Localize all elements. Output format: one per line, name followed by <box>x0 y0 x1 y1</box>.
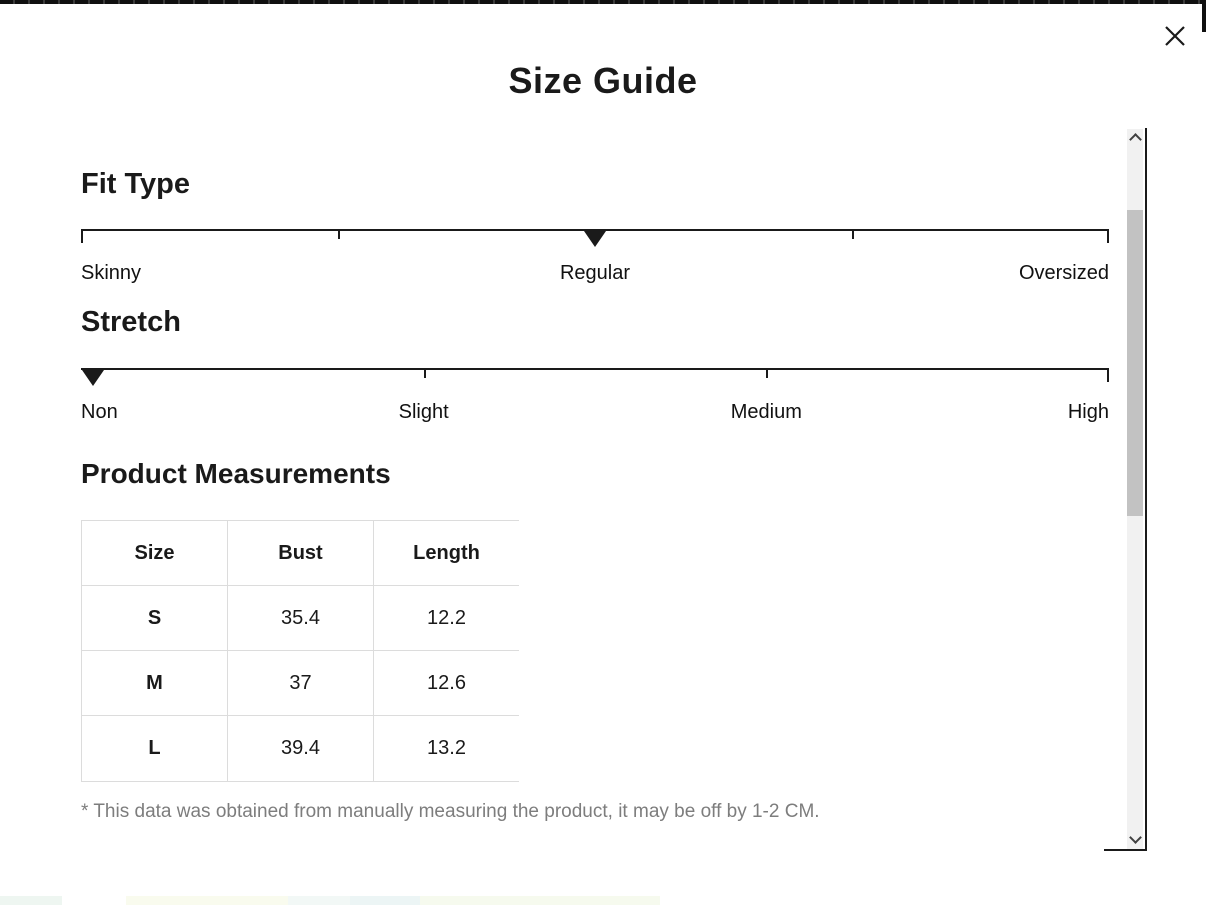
col-header-bust: Bust <box>228 521 374 586</box>
background-thumbnail-fragment <box>420 896 660 905</box>
table-row-l-bust: 39.4 <box>228 716 374 781</box>
product-measurements-heading: Product Measurements <box>81 458 391 489</box>
scrollbar-up-button[interactable] <box>1129 133 1142 146</box>
close-button[interactable] <box>1163 24 1187 48</box>
fit-type-tick-25 <box>338 229 340 239</box>
table-row-l-size: L <box>82 716 228 781</box>
scrollbar-thumb[interactable] <box>1127 210 1143 516</box>
fit-type-tick-75 <box>852 229 854 239</box>
fit-type-scale-line <box>81 229 1109 231</box>
measurement-footnote: * This data was obtained from manually m… <box>81 801 820 822</box>
fit-type-label-skinny: Skinny <box>81 262 142 284</box>
close-icon <box>1163 24 1187 48</box>
scrollbar-down-button[interactable] <box>1129 831 1142 844</box>
col-header-size: Size <box>82 521 228 586</box>
background-thumbnail-fragment <box>126 896 346 905</box>
table-row-s-length: 12.2 <box>374 586 519 651</box>
stretch-scale-line <box>81 368 1109 370</box>
table-row-m-bust: 37 <box>228 651 374 716</box>
modal-title: Size Guide <box>508 60 698 101</box>
stretch-label-medium: Medium <box>730 401 802 423</box>
background-thumbnail-fragment <box>0 896 62 905</box>
background-page-peek <box>0 896 1206 905</box>
stretch-heading: Stretch <box>81 306 181 338</box>
background-thumbnail-fragment <box>288 896 398 905</box>
scroll-area-right-border <box>1145 128 1147 851</box>
table-row-m-length: 12.6 <box>374 651 519 716</box>
stretch-scale: Non Slight Medium High <box>81 368 1109 428</box>
stretch-marker-triangle-icon <box>82 370 104 386</box>
fit-type-scale: Skinny Regular Oversized <box>81 229 1109 289</box>
fit-type-tick-start <box>81 229 83 243</box>
fit-type-label-oversized: Oversized <box>1018 262 1109 284</box>
table-row-s-size: S <box>82 586 228 651</box>
stretch-label-non: Non <box>81 401 118 423</box>
page-top-edge <box>0 0 1206 4</box>
fit-type-heading: Fit Type <box>81 168 191 200</box>
chevron-down-icon <box>1129 831 1142 844</box>
stretch-label-high: High <box>1067 401 1109 423</box>
stretch-tick-66 <box>766 368 769 378</box>
stretch-tick-33 <box>423 368 426 378</box>
stretch-tick-end <box>1107 368 1109 382</box>
fit-type-tick-end <box>1107 229 1109 243</box>
fit-type-label-regular: Regular <box>559 262 631 284</box>
col-header-length: Length <box>374 521 519 586</box>
measurements-table: Size Bust Length S 35.4 12.2 M 37 12.6 L… <box>81 520 519 782</box>
scroll-area-bottom-border <box>1104 849 1147 851</box>
table-row-s-bust: 35.4 <box>228 586 374 651</box>
table-row-m-size: M <box>82 651 228 716</box>
page-right-edge <box>1202 0 1206 32</box>
stretch-label-slight: Slight <box>398 401 449 423</box>
table-row-l-length: 13.2 <box>374 716 519 781</box>
fit-type-marker-triangle-icon <box>584 231 606 247</box>
